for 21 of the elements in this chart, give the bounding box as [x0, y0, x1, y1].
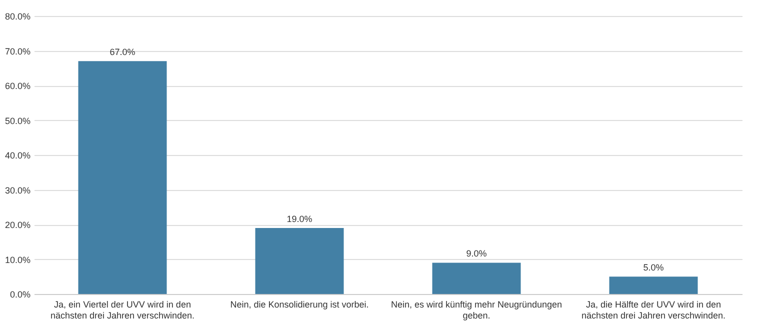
y-tick-label: 30.0% — [4, 185, 30, 196]
y-tick-label: 80.0% — [4, 12, 30, 22]
x-tick-label: Ja, ein Viertel der UVV wird in den nächsten drei Jahren verschwinden. — [50, 300, 195, 320]
y-tick-label: 60.0% — [4, 81, 30, 91]
x-tick-label: Nein, die Konsolidierung ist vorbei. — [230, 300, 369, 310]
data-label: 9.0% — [466, 248, 487, 259]
y-tick-label: 10.0% — [4, 254, 30, 265]
bar — [78, 61, 167, 294]
x-tick-label: Nein, es wird künftig mehr Neugründungen geben. — [390, 300, 562, 320]
data-label: 19.0% — [286, 214, 312, 224]
bar — [609, 276, 698, 294]
data-label: 67.0% — [110, 47, 136, 58]
y-tick-label: 70.0% — [4, 46, 30, 56]
x-tick-label: Ja, die Hälfte der UVV wird in den nächsten drei Jahren verschwinden. — [581, 300, 726, 320]
bar — [432, 262, 521, 294]
y-tick-label: 50.0% — [4, 116, 30, 126]
y-tick-label: 40.0% — [4, 150, 30, 160]
bar — [255, 228, 344, 294]
data-label: 5.0% — [643, 262, 664, 273]
y-tick-label: 20.0% — [4, 220, 30, 230]
y-tick-label: 0.0% — [10, 290, 30, 300]
